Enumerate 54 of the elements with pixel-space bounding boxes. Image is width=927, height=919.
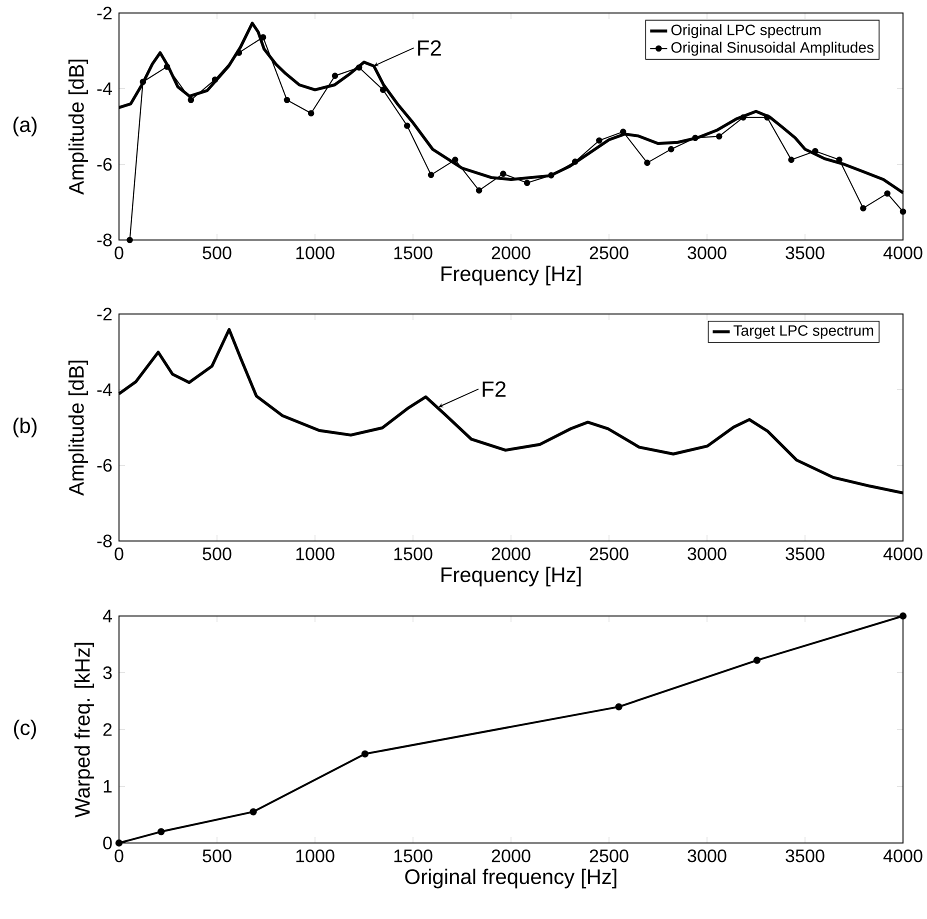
x-tick-label: 2500 — [590, 548, 628, 560]
legend-label: Original LPC spectrum — [671, 24, 821, 38]
x-tick-label: 500 — [202, 548, 232, 560]
y-tick-label: 4 — [102, 610, 112, 622]
x-tick-label: 4000 — [883, 246, 922, 260]
x-tick-label: 2000 — [492, 850, 530, 862]
x-tick-label: 1000 — [296, 850, 334, 862]
y-tick-label: -6 — [97, 158, 112, 171]
x-tick-label: 1500 — [394, 548, 432, 560]
x-tick-label: 2000 — [492, 246, 530, 260]
y-tick-label: 0 — [103, 836, 112, 850]
x-axis-title: Frequency [Hz] — [442, 566, 581, 586]
x-tick-label: 0 — [114, 850, 124, 862]
x-tick-label: 1500 — [394, 246, 432, 260]
x-tick-label: 0 — [114, 246, 124, 260]
y-tick-label: -2 — [97, 308, 112, 320]
x-tick-label: 3000 — [688, 548, 726, 560]
x-tick-label: 3000 — [688, 246, 726, 260]
x-tick-label: 3500 — [786, 548, 824, 560]
x-axis-title: Original frequency [Hz] — [405, 868, 616, 888]
x-tick-label: 1000 — [296, 548, 334, 560]
x-axis-title: Frequency [Hz] — [442, 266, 581, 286]
x-tick-label: 500 — [202, 850, 232, 862]
x-tick-label: 3500 — [786, 246, 824, 260]
x-tick-label: 2000 — [492, 548, 530, 560]
text: (c) — [14, 720, 36, 740]
text: (a) — [13, 116, 37, 136]
y-axis-title: Warped freq. [kHz] — [74, 642, 94, 818]
legend-label: Target LPC spectrum — [734, 325, 874, 339]
y-tick-label: 3 — [103, 666, 112, 680]
x-tick-label: 2500 — [590, 850, 628, 862]
x-tick-label: 3000 — [688, 850, 726, 862]
y-axis-title: Amplitude [dB] — [68, 360, 88, 496]
y-axis-title: Amplitude [dB] — [68, 60, 88, 195]
x-tick-label: 4000 — [883, 548, 922, 560]
legend-label: Original Sinusoidal Amplitudes — [671, 42, 874, 56]
x-tick-label: 4000 — [883, 850, 922, 862]
y-tick-label: -6 — [97, 458, 112, 472]
x-tick-label: 1000 — [296, 246, 334, 260]
x-tick-label: 500 — [202, 246, 232, 260]
x-tick-label: 2500 — [590, 246, 628, 260]
x-tick-label: 0 — [114, 548, 124, 560]
y-tick-label: 2 — [103, 723, 112, 736]
annotation: F2 — [482, 381, 506, 397]
y-tick-label: -4 — [97, 82, 112, 95]
annotation: F2 — [418, 40, 441, 56]
x-tick-label: 3500 — [786, 850, 824, 862]
y-tick-label: -8 — [97, 234, 112, 246]
y-tick-label: -2 — [97, 6, 112, 20]
x-tick-label: 1500 — [394, 850, 432, 862]
y-tick-label: -4 — [97, 383, 112, 396]
y-tick-label: -8 — [97, 534, 112, 548]
text: (b) — [13, 418, 37, 438]
y-tick-label: 1 — [104, 780, 112, 792]
